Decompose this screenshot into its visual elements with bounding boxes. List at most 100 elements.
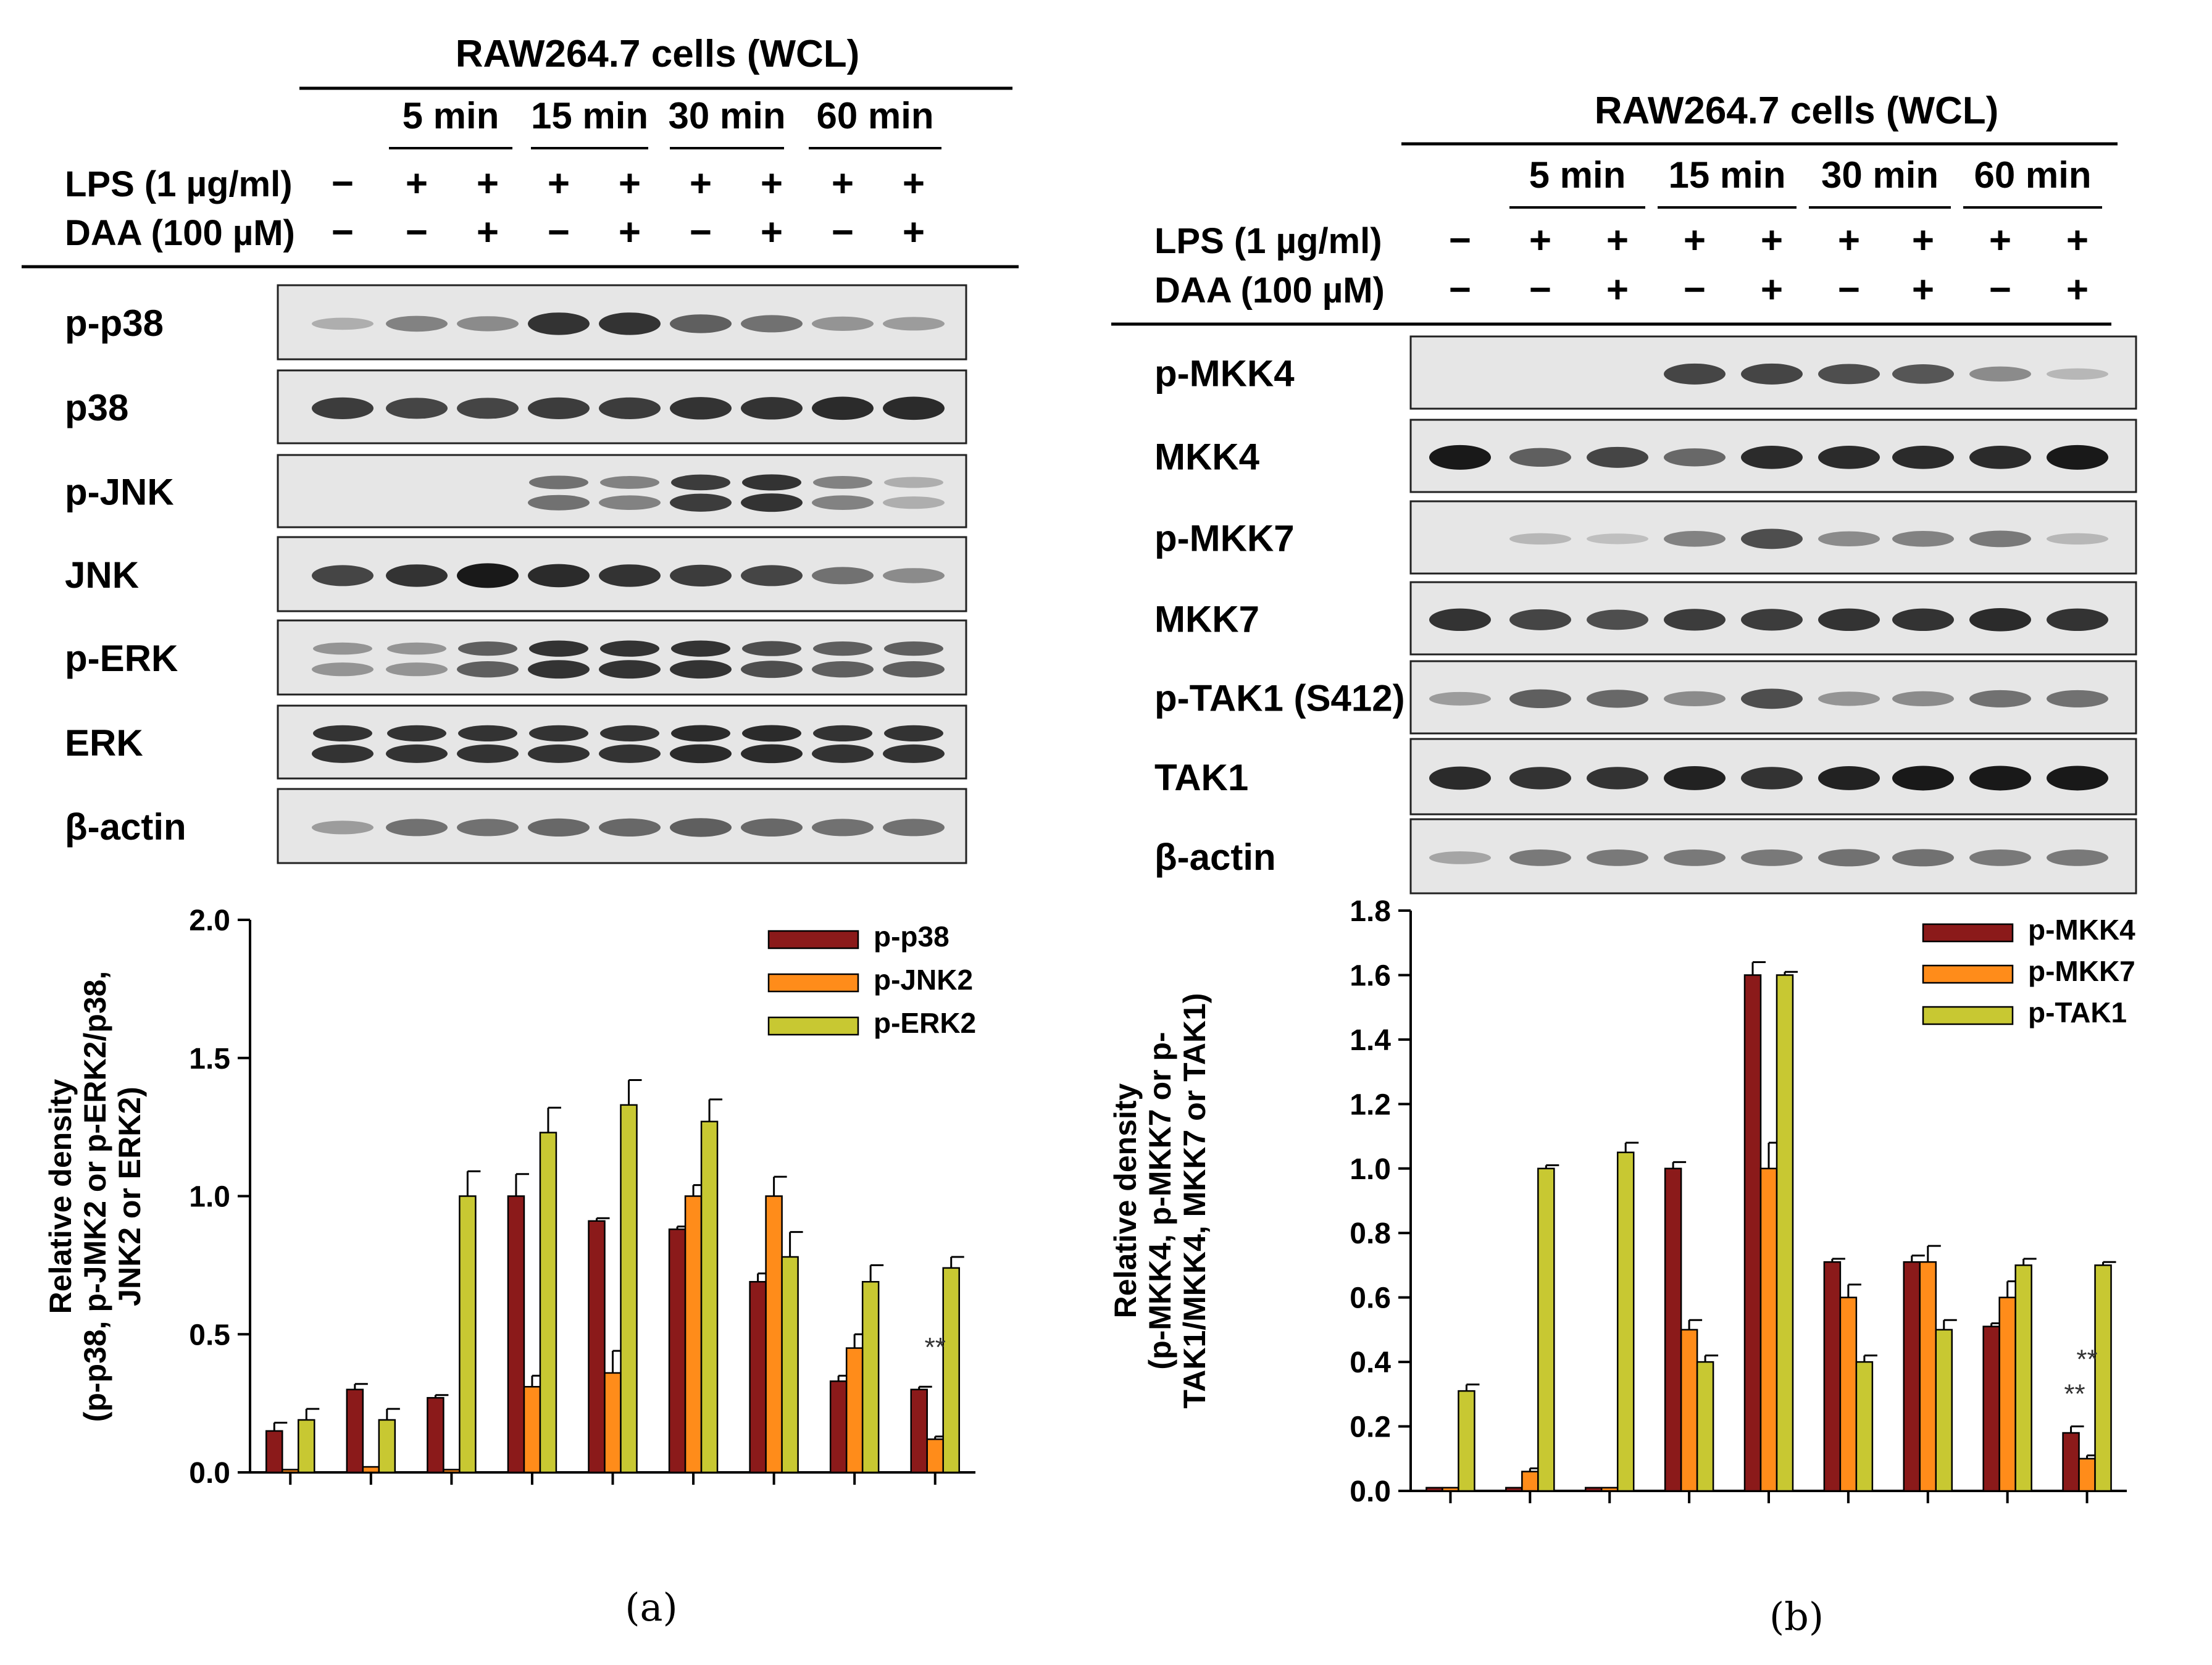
legend-label: p-JNK2 — [874, 964, 973, 996]
band — [1509, 533, 1571, 545]
band — [1969, 766, 2031, 791]
bar-p-p38 — [346, 1388, 364, 1474]
band — [1892, 849, 1954, 867]
bar-p-MKK7 — [1998, 1296, 2016, 1492]
band-lower — [883, 744, 945, 763]
band-upper — [884, 477, 943, 488]
blot-label: p38 — [65, 387, 128, 428]
bar-p-JNK2 — [926, 1438, 944, 1474]
band — [1741, 363, 1803, 385]
band — [1969, 446, 2031, 469]
bar-p-JNK2 — [604, 1372, 622, 1474]
legend-label: p-p38 — [874, 920, 949, 953]
band — [1892, 531, 1954, 547]
blot-label: JNK — [65, 554, 139, 596]
daa-sign-a: + — [619, 211, 641, 254]
y-axis-label: Relative density — [43, 1079, 78, 1314]
bar-p-MKK4 — [1743, 974, 1762, 1492]
band — [1892, 446, 1954, 469]
bar-p-TAK1 — [1776, 974, 1794, 1492]
bar-p-TAK1 — [1458, 1390, 1475, 1492]
band — [1818, 608, 1880, 632]
bar-p-MKK7 — [1759, 1167, 1778, 1492]
bar-p-p38 — [749, 1280, 767, 1474]
band — [2047, 533, 2108, 545]
bar-p-MKK7 — [1442, 1487, 1459, 1492]
band-upper — [671, 725, 730, 742]
bar-p-p38 — [668, 1228, 687, 1474]
band — [883, 568, 945, 583]
band — [1664, 766, 1726, 790]
band — [2047, 766, 2108, 791]
panel-caption-a: (a) — [625, 1585, 677, 1630]
band-upper — [671, 640, 730, 657]
band — [528, 564, 590, 588]
band — [1587, 690, 1648, 708]
bar-p-ERK2 — [298, 1419, 315, 1474]
blot-b-actin: β-actin — [1154, 818, 2137, 895]
band — [386, 398, 448, 419]
blot-label: β-actin — [65, 806, 186, 848]
legend-label: p-MKK7 — [2028, 955, 2135, 987]
band-upper — [313, 725, 372, 741]
band-lower — [883, 661, 945, 678]
daa-sign-b: + — [2066, 269, 2089, 311]
band — [2047, 608, 2108, 632]
band — [1429, 766, 1491, 790]
band — [457, 819, 519, 837]
band-lower — [312, 744, 374, 763]
daa-sign-b: − — [1684, 269, 1706, 311]
band — [812, 396, 874, 420]
band — [1509, 609, 1571, 630]
bar-p-MKK7 — [2078, 1458, 2096, 1492]
band-upper — [813, 476, 872, 489]
band-upper — [458, 725, 517, 741]
significance-mark: ** — [925, 1332, 946, 1362]
lps-sign-a: + — [619, 162, 641, 205]
band — [670, 397, 732, 420]
band-lower — [741, 493, 803, 512]
blot-b-MKK4: MKK4 — [1154, 419, 2137, 493]
bar-p-JNK2 — [845, 1347, 864, 1474]
band-upper — [742, 725, 801, 742]
band — [528, 312, 590, 335]
y-axis-label: TAK1/MKK4, MKK7 or TAK1) — [1177, 993, 1212, 1408]
bar-p-ERK2 — [378, 1419, 396, 1474]
lps-sign-a: + — [761, 162, 783, 205]
band-lower — [312, 662, 374, 677]
y-tick-label: 1.2 — [1350, 1088, 1391, 1121]
bar-p-JNK2 — [282, 1469, 299, 1474]
band-upper — [529, 475, 588, 490]
band-lower — [599, 660, 661, 679]
band — [1892, 766, 1954, 791]
band-upper — [387, 725, 446, 741]
legend-swatch — [767, 973, 859, 993]
band — [2047, 849, 2108, 866]
blot-label: p-p38 — [65, 303, 164, 344]
blot-label: TAK1 — [1154, 757, 1248, 798]
bar-p-TAK1 — [1616, 1151, 1635, 1492]
bar-p-ERK2 — [861, 1280, 880, 1474]
band — [1969, 849, 2031, 866]
bar-p-MKK7 — [1521, 1471, 1539, 1492]
band — [883, 396, 945, 420]
bar-p-p38 — [265, 1430, 283, 1474]
band-upper — [671, 474, 730, 491]
daa-sign-b: − — [1838, 269, 1860, 311]
blot-b-pTAK1S412: p-TAK1 (S412) — [1154, 660, 2137, 735]
y-tick-label: 1.6 — [1350, 959, 1391, 992]
legend-label: p-TAK1 — [2028, 996, 2127, 1029]
blot-frame — [277, 619, 967, 696]
band — [1664, 849, 1726, 866]
bar-p-p38 — [427, 1396, 444, 1474]
bar-p-JNK2 — [684, 1195, 703, 1474]
band — [1664, 363, 1726, 385]
lps-sign-b: + — [1529, 219, 1551, 262]
band — [312, 565, 374, 586]
band — [1587, 533, 1648, 545]
band — [2047, 368, 2108, 380]
legend-label: p-ERK2 — [874, 1007, 976, 1039]
band — [1818, 849, 1880, 867]
daa-sign-b: − — [1529, 269, 1551, 311]
panel-caption-b: (b) — [1769, 1594, 1824, 1639]
